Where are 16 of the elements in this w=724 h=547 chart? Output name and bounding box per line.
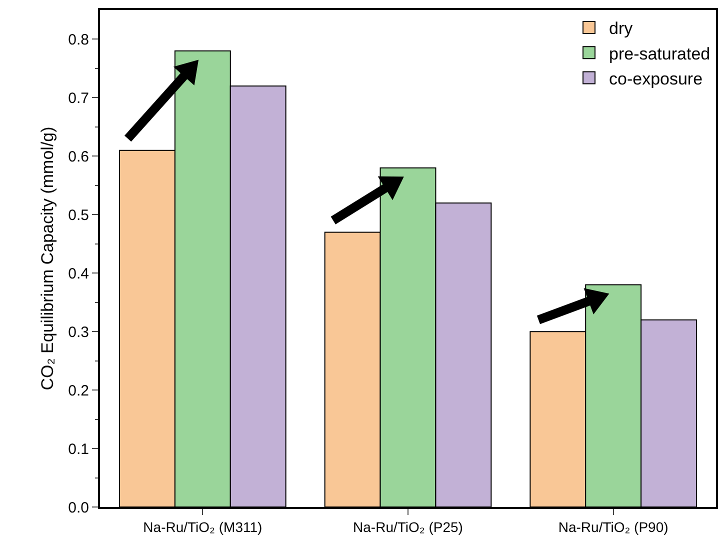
x-tick-label: Na-Ru/TiO₂ (P90)	[558, 518, 668, 535]
y-tick-label: 0.5	[68, 206, 89, 224]
y-tick-label: 0.2	[68, 382, 89, 400]
y-tick-label: 0.8	[68, 31, 89, 48]
y-tick-label: 0.4	[68, 265, 89, 282]
x-tick-label: Na-Ru/TiO₂ (P25)	[353, 518, 463, 535]
y-tick-label: 0.7	[68, 90, 89, 107]
legend-label: dry	[609, 19, 634, 38]
y-tick-label: 0.1	[68, 440, 89, 458]
legend-label: co-exposure	[609, 69, 703, 88]
y-axis-title: CO₂ Equilibrium Capacity (mmol/g)	[38, 126, 58, 390]
legend-label: pre-saturated	[609, 44, 710, 64]
x-tick-label: Na-Ru/TiO₂ (M311)	[143, 518, 262, 535]
y-tick-label: 0.3	[68, 324, 89, 341]
y-tick-label: 0.0	[68, 499, 89, 516]
y-tick-label: 0.6	[68, 148, 89, 166]
